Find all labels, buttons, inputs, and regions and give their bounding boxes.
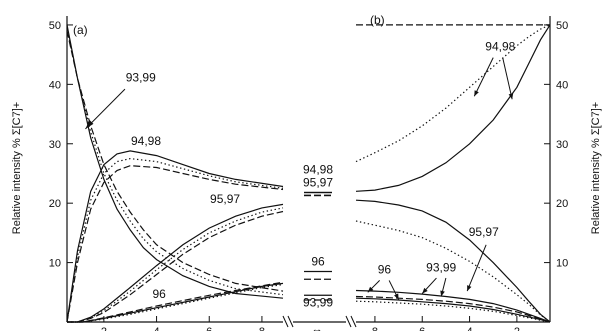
panel-b-arrowhead-95-97 (467, 285, 472, 292)
panel-a-y-tick-label-10: 10 (49, 258, 61, 270)
level-label-93-99: 93,99 (303, 296, 333, 310)
panel-a-x-tick-label-8: 8 (259, 326, 265, 331)
panel-a-series-93-99-dashed (66, 30, 284, 292)
panel-a-label-94-98: 94,98 (131, 134, 161, 148)
panel-a-series-96-dashed (67, 281, 284, 323)
panel-b-arrow-94-98-a (473, 57, 494, 97)
panel-b-series-93-99-solid (355, 289, 551, 323)
panel-b-arrowhead-93-99-a (422, 287, 428, 294)
panel-a-label-96: 96 (153, 287, 167, 301)
panel-a-x-tick-label-4: 4 (153, 326, 159, 331)
axis-break-left (282, 315, 294, 328)
panel-a-series-94-98-dotted (66, 157, 284, 323)
panel-b-arrowhead-96-a (367, 286, 374, 293)
panel-b-y-tick-label-20: 20 (556, 198, 568, 210)
panel-a-label-93-99: 93,99 (126, 70, 156, 84)
panel-b-arrowhead-94-98-a (474, 90, 479, 97)
panel-a-series-93-99-solid (66, 24, 284, 299)
panel-b-y-tick-label-10: 10 (556, 258, 568, 270)
panel-a-x-tick-label-6: 6 (206, 326, 212, 331)
panel-b-label-95-97: 95,97 (469, 225, 499, 239)
panel-b-x-tick-label-8: 8 (372, 326, 378, 331)
level-label-96: 96 (311, 255, 325, 269)
panel-a-series-94-98-dashed (66, 165, 284, 323)
panel-a-y-tick-label-50: 50 (49, 20, 61, 32)
panel-b-series-95-97-dotted (355, 220, 551, 323)
panel-b-y-tick-label-40: 40 (556, 79, 568, 91)
panel-a-x-tick-label-2: 2 (101, 326, 107, 331)
panel-b-label-96: 96 (378, 262, 392, 276)
panel-a-series-95-97-dotted (67, 207, 284, 323)
panel-b-series-96-solid (355, 297, 551, 323)
level-label-94-98: 94,98 (303, 162, 333, 176)
panel-b-x-tick-label-4: 4 (466, 326, 472, 331)
panel-b-x-tick-label-2: 2 (514, 326, 520, 331)
panel-a-series-95-97-dashed (67, 210, 284, 323)
level-label-95-97: 95,97 (303, 176, 333, 190)
right-y-axis-title: Relative intensity % Σ[C7]+ (590, 102, 602, 234)
panel-a-y-tick-label-30: 30 (49, 139, 61, 151)
panel-a-y-tick-label-20: 20 (49, 198, 61, 210)
panel-b-arrowhead-93-99-b (440, 290, 445, 297)
panel-b-arrow-95-97 (466, 244, 487, 292)
panel-b-y-tick-label-30: 30 (556, 139, 568, 151)
panel-b-arrowhead-94-98-b (508, 93, 514, 100)
panel-b-axes (356, 16, 551, 323)
panel-a-series-95-97-solid (67, 203, 284, 323)
panel-a-series-96-dotted (67, 284, 284, 323)
panel-b-series-94-98-solid (355, 24, 551, 192)
panel-b-y-tick-label-50: 50 (556, 20, 568, 32)
panel-b-arrowhead-96-b (394, 293, 399, 300)
left-y-axis-title: Relative intensity % Σ[C7]+ (11, 102, 23, 234)
panel-b-label: (b) (370, 13, 385, 27)
panel-a-axes (66, 16, 283, 323)
panel-a-arrow-93-99 (85, 88, 126, 130)
panel-b-series-94-98-dotted (355, 24, 551, 163)
panel-b-label-93-99: 93,99 (426, 261, 456, 275)
panel-b-label-94-98: 94,98 (485, 39, 515, 53)
panel-a-series-94-98-solid (66, 150, 284, 323)
panel-b-x-tick-label-6: 6 (419, 326, 425, 331)
x-tick-label-infinity: ∞ (313, 326, 321, 331)
panel-b-series-95-97-solid (355, 199, 551, 323)
panel-a-y-tick-label-40: 40 (49, 79, 61, 91)
panel-a-arrowhead-93-99 (85, 119, 94, 129)
panel-a-label-95-97: 95,97 (210, 192, 240, 206)
panel-b-series-93-99-dashed (355, 295, 551, 323)
axis-break-right (345, 315, 357, 328)
panel-a-label: (a) (73, 23, 88, 37)
panel-b-arrow-94-98-b (502, 57, 513, 100)
